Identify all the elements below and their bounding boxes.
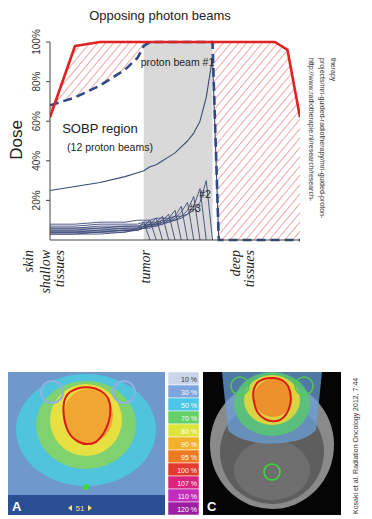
colorbar-cell [168, 398, 199, 411]
colorbar-label: 50 % [181, 402, 197, 409]
dose-wash [222, 372, 322, 444]
page: 20% 40% 60% 80% 100% Dose Opposing photon beam… [0, 0, 372, 519]
colorbar-label: 95 % [181, 454, 197, 461]
series-line [50, 216, 169, 240]
dose-wash [244, 375, 300, 425]
x-axis [50, 240, 300, 241]
series-line [50, 210, 181, 240]
series-line [50, 189, 206, 240]
colorbar-label: 110 % [178, 493, 197, 500]
dose-wash [234, 372, 310, 436]
y-tick [46, 42, 50, 43]
annotation: (12 proton beams) [67, 141, 153, 153]
eye-contour [113, 381, 135, 403]
region-label: skin [21, 250, 36, 273]
series-line [50, 220, 156, 240]
series-line [50, 58, 219, 240]
series-line [50, 202, 194, 240]
panel-c: C [203, 372, 341, 515]
series-line [50, 206, 188, 240]
panel-band [8, 495, 165, 515]
y-tick-label: 40% [31, 151, 42, 171]
series-line [50, 196, 200, 240]
source-paper: Kosaki et al. Radiation Oncology 2012, 7… [352, 378, 360, 514]
colorbar-label: 120 % [177, 506, 197, 513]
y-tick-label: 100% [31, 29, 42, 55]
colorbar-label: 100 % [177, 467, 197, 474]
brain-detail [234, 440, 310, 500]
panel-a: A 51 [8, 372, 165, 515]
target-contour [253, 378, 291, 421]
panel-bg [203, 372, 341, 515]
colorbar-label: 107 % [177, 480, 197, 487]
y-tick-label: 80% [31, 71, 42, 91]
annotation: #3 [189, 202, 201, 214]
colorbar-cell [168, 463, 199, 476]
annotation: SOBP region [62, 121, 138, 136]
colorbar-label: 80 % [181, 428, 197, 435]
panel-label: C [207, 499, 217, 514]
annotation: #2 [199, 188, 211, 200]
colorbar-cell [168, 476, 199, 489]
colorbar-label: 10 % [181, 376, 197, 383]
region-label: tumor [138, 249, 153, 283]
region-label: tissues [242, 249, 257, 287]
colorbar-label: 30 % [181, 389, 197, 396]
colorbar-cell [168, 385, 199, 398]
colorbar-cell [168, 437, 199, 450]
tumor-region [144, 42, 213, 240]
colorbar-label: 90 % [181, 441, 197, 448]
annotation: proton beam #1 [141, 56, 215, 68]
dose-wash [50, 384, 122, 456]
series-line [50, 214, 175, 240]
y-tick [46, 200, 50, 201]
series-line [50, 42, 300, 240]
colorbar-cell [168, 424, 199, 437]
plot-area [50, 42, 300, 240]
y-tick [46, 121, 50, 122]
slice-number: 51 [76, 504, 85, 513]
source-url: http://www.radiotherapie.nl/research/res… [307, 58, 315, 202]
series-line [50, 218, 163, 240]
y-tick [46, 81, 50, 82]
structure-contour [264, 464, 280, 480]
colorbar-cell [168, 502, 199, 515]
y-tick [46, 160, 50, 161]
dose-wash [36, 381, 136, 469]
panel-label: A [12, 499, 22, 514]
eye-contour [231, 377, 249, 395]
colorbar-cell [168, 489, 199, 502]
panel-bg [8, 372, 165, 515]
hatch-area [213, 42, 301, 240]
colorbar-cell [168, 372, 199, 385]
colorbar-cell [168, 450, 199, 463]
source-url: projects/mri-guided-radiotherapy/mri-gui… [318, 58, 326, 219]
y-axis-label: Dose [7, 120, 26, 160]
target-contour [63, 387, 110, 444]
structure-marker [83, 484, 89, 490]
region-label: deep [228, 250, 243, 276]
y-axis [50, 42, 51, 240]
region-label: shallow [38, 249, 53, 293]
y-tick-label: 60% [31, 111, 42, 131]
y-tick-label: 20% [31, 190, 42, 210]
slice-arrows [68, 505, 92, 511]
annotation: Opposing photon beams [89, 8, 231, 23]
series-line [50, 222, 150, 240]
series-line [50, 181, 213, 240]
eye-contour [41, 381, 63, 403]
colorbar-label: 70 % [181, 415, 197, 422]
series-line [50, 42, 300, 117]
eye-contour [295, 377, 313, 395]
source-url: therapy [329, 58, 337, 82]
region-label: tissues [52, 249, 67, 287]
dose-wash [16, 374, 156, 486]
colorbar-cell [168, 411, 199, 424]
